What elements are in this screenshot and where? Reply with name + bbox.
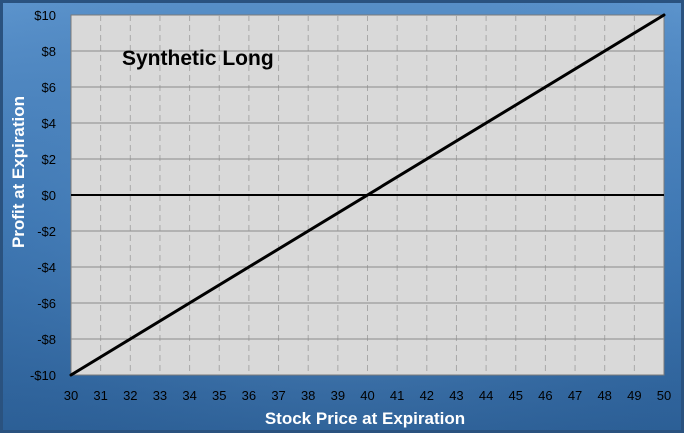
x-tick-label: 32 bbox=[123, 388, 137, 403]
y-tick-label: $2 bbox=[42, 152, 56, 167]
series-line bbox=[69, 13, 666, 377]
series-group bbox=[69, 13, 666, 377]
y-tick-labels: -$10 -$8 -$6 -$4 -$2 $0 $2 $4 $6 $8 $10 bbox=[30, 8, 56, 383]
y-tick-label: $0 bbox=[42, 188, 56, 203]
x-tick-label: 49 bbox=[627, 388, 641, 403]
x-tick-label: 36 bbox=[242, 388, 256, 403]
x-tick-label: 47 bbox=[568, 388, 582, 403]
x-tick-label: 39 bbox=[331, 388, 345, 403]
y-tick-label: -$6 bbox=[37, 296, 56, 311]
y-tick-label: $8 bbox=[42, 44, 56, 59]
x-axis-label: Stock Price at Expiration bbox=[265, 409, 465, 428]
x-tick-label: 45 bbox=[509, 388, 523, 403]
x-tick-label: 43 bbox=[449, 388, 463, 403]
x-tick-label: 44 bbox=[479, 388, 493, 403]
x-tick-label: 30 bbox=[64, 388, 78, 403]
x-tick-label: 37 bbox=[271, 388, 285, 403]
x-tick-label: 40 bbox=[360, 388, 374, 403]
x-tick-label: 34 bbox=[182, 388, 196, 403]
x-tick-label: 38 bbox=[301, 388, 315, 403]
x-tick-label: 50 bbox=[657, 388, 671, 403]
x-tick-label: 46 bbox=[538, 388, 552, 403]
x-tick-label: 33 bbox=[153, 388, 167, 403]
y-tick-label: -$4 bbox=[37, 260, 56, 275]
chart-title: Synthetic Long bbox=[122, 47, 274, 70]
y-tick-label: $6 bbox=[42, 80, 56, 95]
y-tick-label: -$2 bbox=[37, 224, 56, 239]
y-tick-label: -$10 bbox=[30, 368, 56, 383]
x-tick-label: 42 bbox=[420, 388, 434, 403]
x-tick-label: 41 bbox=[390, 388, 404, 403]
y-axis-label: Profit at Expiration bbox=[9, 96, 28, 248]
y-tick-label: -$8 bbox=[37, 332, 56, 347]
x-tick-label: 31 bbox=[93, 388, 107, 403]
y-tick-label: $10 bbox=[34, 8, 56, 23]
x-tick-label: 48 bbox=[597, 388, 611, 403]
x-tick-label: 35 bbox=[212, 388, 226, 403]
x-tick-labels: 30 31 32 33 34 35 36 37 38 39 40 41 42 43 44 45 46 47 48 49… bbox=[64, 388, 671, 403]
y-tick-label: $4 bbox=[42, 116, 56, 131]
horizontal-gridlines bbox=[71, 50, 664, 340]
